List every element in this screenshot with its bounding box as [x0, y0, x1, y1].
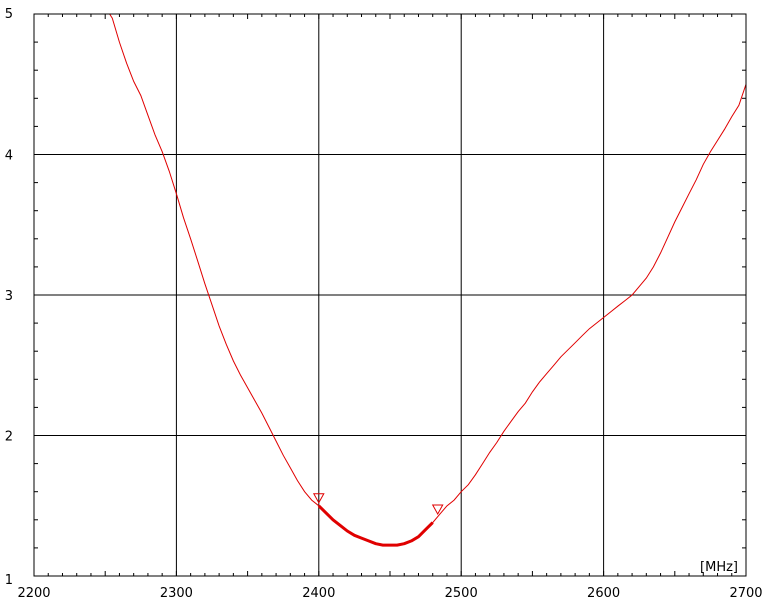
- plot-frame: [33, 13, 747, 577]
- y-tick-label: 4: [5, 149, 13, 164]
- minor-ticks: [33, 13, 747, 577]
- x-tick-label: 2500: [445, 586, 478, 601]
- band-marker: [431, 504, 444, 516]
- y-tick-label: 1: [5, 573, 13, 588]
- band-markers: [312, 493, 444, 516]
- y-tick-label: 2: [5, 430, 13, 445]
- x-tick-label: 2400: [302, 586, 335, 601]
- x-tick-label: 2300: [160, 586, 193, 601]
- x-unit-label: [MHz]: [700, 560, 738, 575]
- grid: [34, 14, 746, 576]
- y-tick-labels: 1 2 3 4 5: [5, 7, 13, 588]
- trace: [109, 14, 746, 547]
- x-tick-label: 2600: [587, 586, 620, 601]
- x-tick-label: 2700: [729, 586, 762, 601]
- band-trace: [317, 504, 434, 547]
- x-tick-label: 2200: [17, 586, 50, 601]
- y-tick-label: 3: [5, 289, 13, 304]
- y-tick-label: 5: [5, 7, 13, 22]
- x-tick-labels: 2200 2300 2400 2500 2600 2700: [17, 586, 762, 601]
- band-marker: [312, 493, 325, 504]
